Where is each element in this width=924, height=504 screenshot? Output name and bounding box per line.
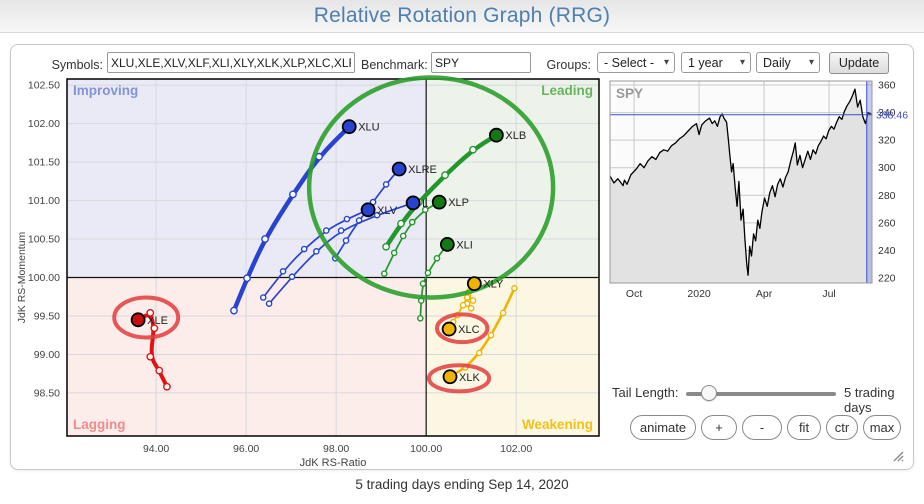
svg-text:XLI: XLI <box>456 239 473 251</box>
svg-text:XLY: XLY <box>483 279 504 291</box>
frequency-select-value: Daily <box>763 55 791 70</box>
date-range-caption: 5 trading days ending Sep 14, 2020 <box>355 477 569 492</box>
svg-text:XLB: XLB <box>505 130 526 142</box>
svg-text:340: 340 <box>878 107 896 119</box>
symbols-label: Symbols: <box>51 58 103 72</box>
chevron-down-icon: ▾ <box>739 57 745 68</box>
svg-text:99.50: 99.50 <box>34 310 60 322</box>
rrg-symbol-XLRE[interactable]: XLRE <box>391 161 437 177</box>
svg-text:98.50: 98.50 <box>34 387 60 399</box>
svg-text:100.00: 100.00 <box>28 272 60 284</box>
svg-text:Leading: Leading <box>541 83 593 98</box>
svg-text:XLK: XLK <box>459 372 480 384</box>
svg-text:260: 260 <box>878 217 896 229</box>
tail-length-value: 5 trading days <box>844 385 895 415</box>
animate-button[interactable]: animate <box>630 415 696 440</box>
svg-text:Jul: Jul <box>822 288 835 300</box>
ctr-button[interactable]: ctr <box>826 415 858 440</box>
symbols-input[interactable] <box>107 52 355 73</box>
svg-text:338.46: 338.46 <box>876 110 908 122</box>
svg-text:JdK RS-Momentum: JdK RS-Momentum <box>16 231 28 323</box>
svg-text:2020: 2020 <box>687 288 711 300</box>
rrg-symbol-XLB[interactable]: XLB <box>488 127 526 143</box>
svg-text:240: 240 <box>878 245 896 257</box>
svg-text:Oct: Oct <box>626 288 642 300</box>
svg-text:XLV: XLV <box>377 205 398 217</box>
rrg-symbol-XLI[interactable]: XLI <box>439 237 473 252</box>
svg-text:102.50: 102.50 <box>28 80 60 92</box>
svg-text:360: 360 <box>878 79 896 91</box>
groups-select[interactable]: - Select - ▾ <box>597 52 675 73</box>
svg-text:XLC: XLC <box>458 324 479 336</box>
svg-text:220: 220 <box>878 273 896 285</box>
svg-text:L: L <box>422 198 428 210</box>
rrg-symbol-XLK[interactable]: XLK <box>442 369 481 385</box>
svg-text:94.00: 94.00 <box>143 443 169 455</box>
benchmark-price-chart[interactable]: 220 240 260 280 300 320 340 360 338.46 Oct 2020 Apr… <box>608 78 913 306</box>
period-select[interactable]: 1 year ▾ <box>681 52 751 73</box>
rrg-symbol-XLU[interactable]: XLU <box>341 119 380 135</box>
rrg-symbol-XLF[interactable]: L <box>405 195 429 211</box>
max-button[interactable]: max <box>863 415 901 440</box>
svg-text:JdK RS-Ratio: JdK RS-Ratio <box>300 457 367 469</box>
page-title: Relative Rotation Graph (RRG) <box>313 4 611 27</box>
rrg-symbol-XLV[interactable]: XLV <box>360 202 398 218</box>
svg-text:XLU: XLU <box>358 122 379 134</box>
svg-text:102.00: 102.00 <box>28 118 60 130</box>
tail-length-slider-thumb[interactable] <box>700 385 717 401</box>
svg-text:102.00: 102.00 <box>500 443 532 455</box>
groups-label: Groups: <box>546 58 591 72</box>
svg-text:320: 320 <box>878 135 896 147</box>
fit-button[interactable]: fit <box>787 415 821 440</box>
period-select-value: 1 year <box>688 55 723 70</box>
zoom-in-button[interactable]: + <box>701 415 737 440</box>
svg-text:XLP: XLP <box>448 197 469 209</box>
svg-text:280: 280 <box>878 190 896 202</box>
page-header: Relative Rotation Graph (RRG) <box>0 0 924 33</box>
rrg-symbol-XLC[interactable]: XLC <box>441 321 480 337</box>
tail-length-slider[interactable] <box>686 385 836 401</box>
svg-text:300: 300 <box>878 162 896 174</box>
svg-text:100.00: 100.00 <box>410 443 442 455</box>
svg-text:101.00: 101.00 <box>28 195 60 207</box>
rrg-symbol-XLY[interactable]: XLY <box>466 276 504 292</box>
svg-text:Weakening: Weakening <box>522 417 593 432</box>
benchmark-input[interactable] <box>431 52 531 73</box>
rrg-symbol-XLE[interactable]: XLE <box>130 312 168 328</box>
chevron-down-icon: ▾ <box>808 57 814 68</box>
benchmark-label: Benchmark: <box>361 58 428 72</box>
svg-text:Improving: Improving <box>73 83 138 98</box>
svg-text:101.50: 101.50 <box>28 157 60 169</box>
rrg-panel: Symbols: Benchmark: Groups: - Select - ▾… <box>10 44 914 470</box>
svg-text:XLE: XLE <box>147 315 168 327</box>
frequency-select[interactable]: Daily ▾ <box>756 52 820 73</box>
svg-text:96.00: 96.00 <box>233 443 259 455</box>
update-button[interactable]: Update <box>829 52 889 74</box>
svg-text:XLRE: XLRE <box>408 164 437 176</box>
groups-select-value: - Select - <box>604 55 655 70</box>
rrg-chart[interactable]: 94.00 96.00 98.00 100.00 102.00 98.50 99.00 99.… <box>11 69 611 471</box>
svg-text:98.00: 98.00 <box>323 443 349 455</box>
svg-text:Lagging: Lagging <box>73 417 126 432</box>
svg-text:Apr: Apr <box>756 288 773 300</box>
rrg-symbol-XLP[interactable]: XLP <box>431 194 469 210</box>
svg-text:100.50: 100.50 <box>28 234 60 246</box>
svg-text:SPY: SPY <box>616 86 643 101</box>
svg-text:99.00: 99.00 <box>34 349 60 361</box>
chevron-down-icon: ▾ <box>663 57 669 68</box>
resize-grip-icon[interactable] <box>890 448 904 462</box>
tail-length-label: Tail Length: <box>612 385 679 400</box>
zoom-out-button[interactable]: - <box>742 415 782 440</box>
